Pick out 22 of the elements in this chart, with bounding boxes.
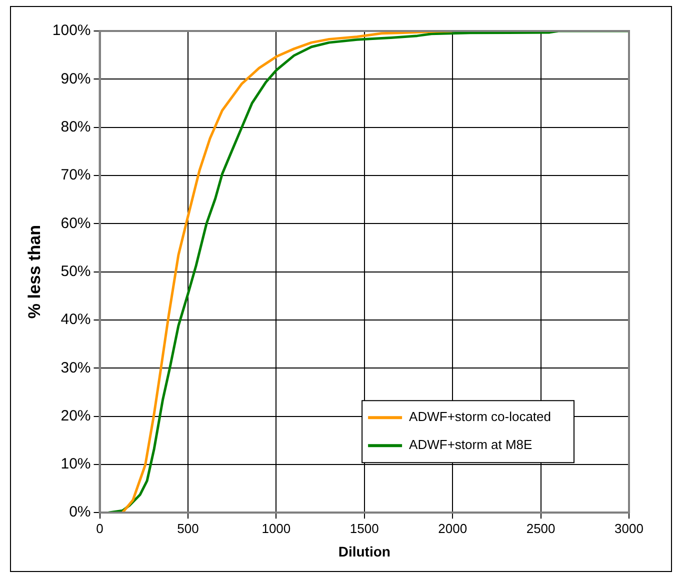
x-tick-label: 1500	[350, 520, 379, 536]
y-tick-label: 0%	[69, 504, 91, 521]
y-tick-label: 80%	[60, 118, 91, 136]
y-tick-label: 20%	[60, 407, 91, 424]
y-tick-label: 100%	[52, 22, 91, 40]
x-tick-label: 0	[96, 520, 104, 536]
y-tick-label: 90%	[60, 70, 91, 88]
x-tick-label: 2000	[438, 520, 468, 536]
x-tick-label: 500	[177, 520, 199, 536]
y-tick-label: 30%	[60, 359, 91, 376]
x-tick-label: 1000	[262, 520, 291, 536]
y-tick-label: 70%	[60, 166, 91, 184]
x-tick-label: 3000	[614, 520, 644, 536]
y-tick-label: 40%	[60, 311, 91, 328]
y-tick-label: 60%	[60, 214, 91, 232]
x-tick-label: 2500	[526, 520, 556, 536]
y-tick-label: 50%	[60, 262, 91, 280]
y-tick-label: 10%	[60, 456, 91, 473]
x-axis-title: Dilution	[338, 543, 390, 560]
legend-label: ADWF+storm at M8E	[409, 437, 533, 452]
legend-label: ADWF+storm co-located	[409, 409, 551, 424]
y-axis-title: % less than	[24, 225, 44, 319]
